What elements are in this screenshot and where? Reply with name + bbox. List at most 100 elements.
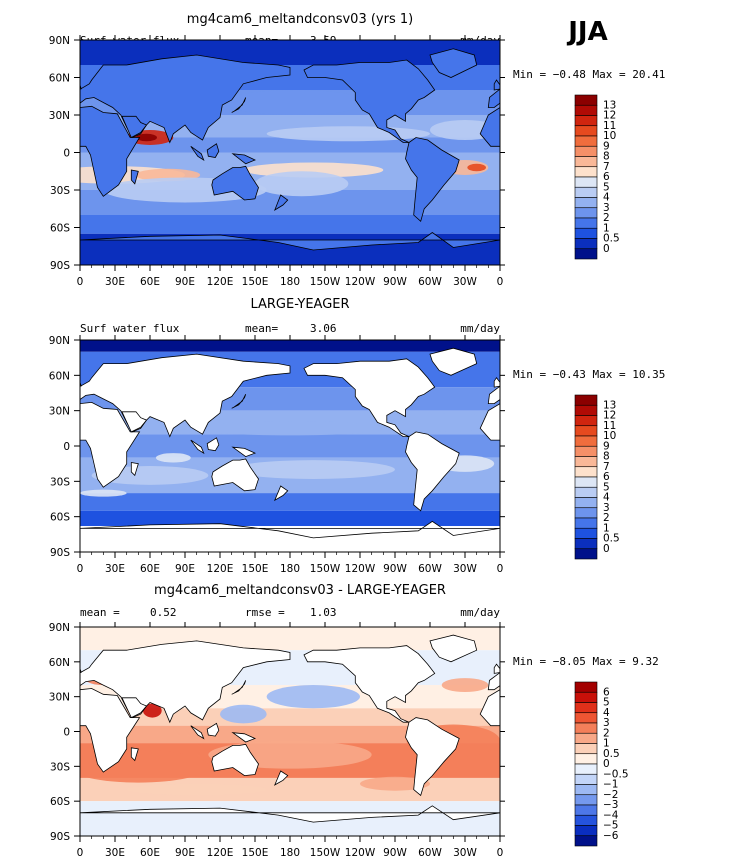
colorbar-label: 0: [603, 543, 610, 555]
field-feature: [225, 90, 366, 115]
colorbar-swatch: [574, 186, 598, 198]
colorbar-label: 3: [603, 202, 610, 214]
field-feature: [231, 460, 395, 479]
coastline: [273, 770, 289, 786]
colorbar-label: 9: [603, 140, 610, 152]
y-tick-label: 30S: [50, 476, 70, 488]
coastline: [724, 646, 732, 723]
colorbar-label: 11: [603, 120, 616, 132]
x-tick-label: 180: [280, 276, 300, 288]
min-max-label: Min = −0.43 Max = 10.35: [513, 368, 665, 381]
x-tick-label: 120W: [345, 847, 376, 859]
colorbar-label: 12: [603, 110, 616, 122]
coastline: [231, 732, 257, 743]
colorbar-swatch: [574, 548, 598, 560]
x-tick-label: 90E: [175, 276, 195, 288]
coastline: [80, 105, 141, 197]
coastline: [551, 463, 558, 476]
coastline: [130, 169, 139, 185]
coastline: [653, 154, 675, 164]
colorbar-swatch: [574, 445, 598, 457]
colorbar-swatch: [574, 763, 598, 775]
x-tick-label: 150E: [242, 276, 269, 288]
coastline: [80, 520, 500, 552]
colorbar-label: 3: [603, 717, 610, 729]
coastline: [0, 646, 15, 723]
colorbar-swatch: [574, 425, 598, 437]
colorbar-label: −3: [603, 799, 618, 811]
colorbar-swatch: [574, 394, 598, 406]
x-tick-label: 90W: [383, 847, 407, 859]
colorbar-swatch: [574, 527, 598, 539]
coastline: [206, 722, 220, 737]
field-band: [80, 152, 500, 168]
colorbar-label: −6: [603, 830, 619, 842]
y-tick-label: 90S: [50, 831, 70, 843]
y-tick-label: 90S: [50, 260, 70, 272]
colorbar-swatch: [574, 681, 598, 693]
coastline: [611, 440, 624, 453]
coastline: [487, 385, 500, 405]
colorbar-swatch: [574, 486, 598, 498]
colorbar-swatch: [574, 773, 598, 785]
colorbar-label: 0: [603, 243, 610, 255]
coastline: [0, 432, 39, 511]
coastline: [627, 723, 639, 736]
colorbar-swatch: [574, 104, 598, 116]
coastline: [611, 726, 624, 739]
coastline: [303, 645, 436, 723]
coastline: [231, 97, 247, 113]
colorbar-swatch: [574, 507, 598, 519]
coastline: [493, 663, 500, 674]
x-tick-label: 60E: [140, 563, 160, 575]
y-tick-label: 30S: [50, 185, 70, 197]
coastline: [551, 170, 558, 184]
coastline: [695, 771, 708, 785]
panel-title: LARGE-YEAGER: [250, 297, 349, 312]
colorbar-swatch: [574, 712, 598, 724]
colorbar-swatch: [574, 825, 598, 837]
units-label: mm/day: [460, 606, 500, 619]
colorbar-label: 1: [603, 222, 610, 234]
colorbar-label: 0.5: [603, 233, 620, 245]
x-tick-label: 120W: [345, 563, 376, 575]
colorbar-swatch: [574, 176, 598, 188]
x-tick-label: 150W: [310, 847, 341, 859]
colorbar-label: 9: [603, 440, 610, 452]
colorbar-swatch: [574, 702, 598, 714]
colorbar-swatch: [574, 125, 598, 137]
coastline: [493, 377, 500, 388]
colorbar-swatch: [574, 691, 598, 703]
colorbar-swatch: [574, 814, 598, 826]
colorbar-label: 8: [603, 451, 610, 463]
colorbar-swatch: [574, 753, 598, 765]
coastline: [542, 698, 567, 718]
y-tick-label: 60N: [49, 73, 70, 85]
coastline: [231, 446, 257, 458]
coastline: [429, 48, 478, 78]
colorbar-label: 2: [603, 212, 610, 224]
colorbar-swatch: [574, 156, 598, 168]
y-tick-label: 30S: [50, 761, 70, 773]
x-tick-label: 60W: [418, 563, 442, 575]
colorbar-label: 10: [603, 430, 616, 442]
colorbar-swatch: [574, 466, 598, 478]
colorbar-label: 0.5: [603, 748, 620, 760]
coastline: [632, 744, 679, 775]
coastline: [206, 437, 220, 452]
colorbar-swatch: [574, 435, 598, 447]
variable-label: Surf water flux: [80, 322, 180, 335]
coastline: [653, 447, 675, 456]
colorbar-label: 10: [603, 130, 616, 142]
field-band: [80, 434, 500, 458]
coastline: [80, 688, 141, 773]
coastline: [211, 458, 259, 492]
colorbar-label: 5: [603, 181, 610, 193]
colorbar-swatch: [574, 94, 598, 106]
coastline: [479, 689, 500, 727]
coastline: [405, 431, 460, 512]
stat-value: 3.06: [310, 322, 337, 335]
coastline: [80, 805, 500, 836]
coastline: [493, 79, 500, 91]
